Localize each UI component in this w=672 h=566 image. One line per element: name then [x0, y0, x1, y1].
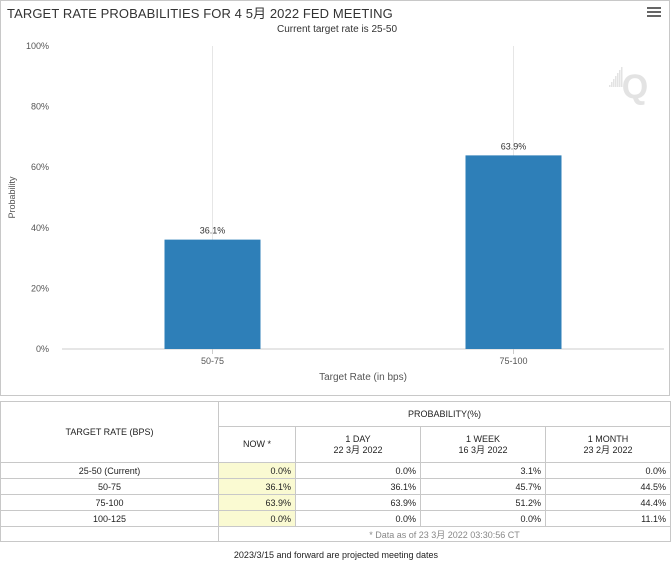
y-tick-label: 40%	[31, 223, 49, 233]
x-tick-label: 75-100	[499, 356, 527, 366]
watermark-bar	[619, 70, 621, 87]
column-header: 1 DAY 22 3月 2022	[295, 426, 421, 463]
probability-cell: 11.1%	[544, 510, 672, 527]
y-tick-label: 100%	[26, 41, 49, 51]
watermark-bar	[615, 76, 617, 87]
probability-subheader-row: NOW * 1 DAY 22 3月 2022 1 WEEK 16 3月 2022 1 MO…	[1, 426, 672, 463]
target-rate-header: TARGET RATE (BPS)	[0, 401, 219, 463]
watermark-bar	[611, 82, 613, 87]
chart-panel: TARGET RATE PROBABILITIES FOR 4 5月 2022 …	[0, 0, 670, 396]
column-header: NOW *	[218, 426, 296, 463]
watermark-logo: Q	[622, 68, 648, 106]
table-row: 25-50 (Current) 0.0% 0.0% 3.1% 0.0%	[0, 462, 672, 479]
data-label: 63.9%	[501, 141, 527, 151]
target-rate-cell: 100-125	[0, 510, 219, 527]
probability-cell: 44.5%	[544, 478, 672, 495]
table-row: 75-100 63.9% 63.9% 51.2% 44.4%	[0, 494, 672, 511]
projection-note: 2023/3/15 and forward are projected meet…	[233, 550, 439, 560]
data-label: 36.1%	[200, 226, 226, 236]
probability-cell: 0.0%	[295, 462, 421, 479]
now-probability-cell: 0.0%	[218, 462, 296, 479]
y-tick-label: 20%	[31, 283, 49, 293]
column-header-line1: 1 WEEK	[465, 433, 500, 444]
column-header-line1: NOW *	[243, 439, 271, 450]
now-probability-cell: 36.1%	[218, 478, 296, 495]
y-axis-label: Probability	[7, 176, 17, 219]
target-rate-cell: 25-50 (Current)	[0, 462, 219, 479]
table-row: 100-125 0.0% 0.0% 0.0% 11.1%	[0, 510, 672, 527]
probability-cell: 0.0%	[420, 510, 546, 527]
table-row: 50-75 36.1% 36.1% 45.7% 44.5%	[0, 478, 672, 495]
probability-header: PROBABILITY(%)	[217, 400, 672, 428]
column-header: 1 MONTH 23 2月 2022	[544, 426, 672, 463]
column-header-line2: 16 3月 2022	[458, 444, 508, 455]
now-probability-cell: 63.9%	[218, 494, 296, 511]
bar-75-100	[465, 155, 562, 349]
y-tick-label: 0%	[36, 344, 49, 354]
probability-table-body: 25-50 (Current) 0.0% 0.0% 3.1% 0.0% 50-75 36.1…	[0, 462, 672, 527]
now-probability-cell: 0.0%	[218, 510, 296, 527]
column-header-line2: 23 2月 2022	[583, 444, 633, 455]
target-rate-cell: 50-75	[0, 478, 219, 495]
probability-cell: 44.4%	[544, 494, 672, 511]
plot-area	[62, 46, 664, 349]
target-rate-cell: 75-100	[0, 494, 219, 511]
watermark-bar	[613, 79, 615, 87]
chart-title: TARGET RATE PROBABILITIES FOR 4 5月 2022 …	[7, 6, 393, 21]
watermark-bar	[609, 85, 611, 87]
bar-chart: 0% 20% 40% 60% 80% 100% Probability 36.1% 50-75 6…	[7, 41, 664, 383]
chart-subtitle: Current target rate is 25-50	[276, 24, 398, 35]
x-axis-label: Target Rate (in bps)	[319, 372, 407, 383]
probability-table-wrap: TARGET RATE (BPS) PROBABILITY(%) NOW * 1 …	[0, 400, 672, 542]
probability-cell: 0.0%	[544, 462, 672, 479]
watermark-bar	[621, 67, 623, 87]
column-header-line1: 1 DAY	[345, 433, 371, 444]
probability-cell: 36.1%	[295, 478, 421, 495]
probability-cell: 0.0%	[295, 510, 421, 527]
column-header-line2: 22 3月 2022	[333, 444, 383, 455]
y-tick-label: 80%	[31, 102, 49, 112]
x-tick-label: 50-75	[201, 356, 224, 366]
bar-50-75	[164, 239, 261, 349]
probability-cell: 3.1%	[420, 462, 546, 479]
probability-cell: 51.2%	[420, 494, 546, 511]
column-header-line1: 1 MONTH	[587, 433, 629, 444]
probability-cell: 45.7%	[420, 478, 546, 495]
probability-table: TARGET RATE (BPS) PROBABILITY(%) NOW * 1 …	[0, 400, 672, 542]
probability-cell: 63.9%	[295, 494, 421, 511]
column-header: 1 WEEK 16 3月 2022	[420, 426, 546, 463]
data-timestamp-footnote: * Data as of 23 3月 2022 03:30:56 CT	[217, 526, 672, 542]
y-tick-label: 60%	[31, 162, 49, 172]
watermark-bar	[617, 73, 619, 87]
chart-menu-icon[interactable]	[647, 7, 661, 21]
